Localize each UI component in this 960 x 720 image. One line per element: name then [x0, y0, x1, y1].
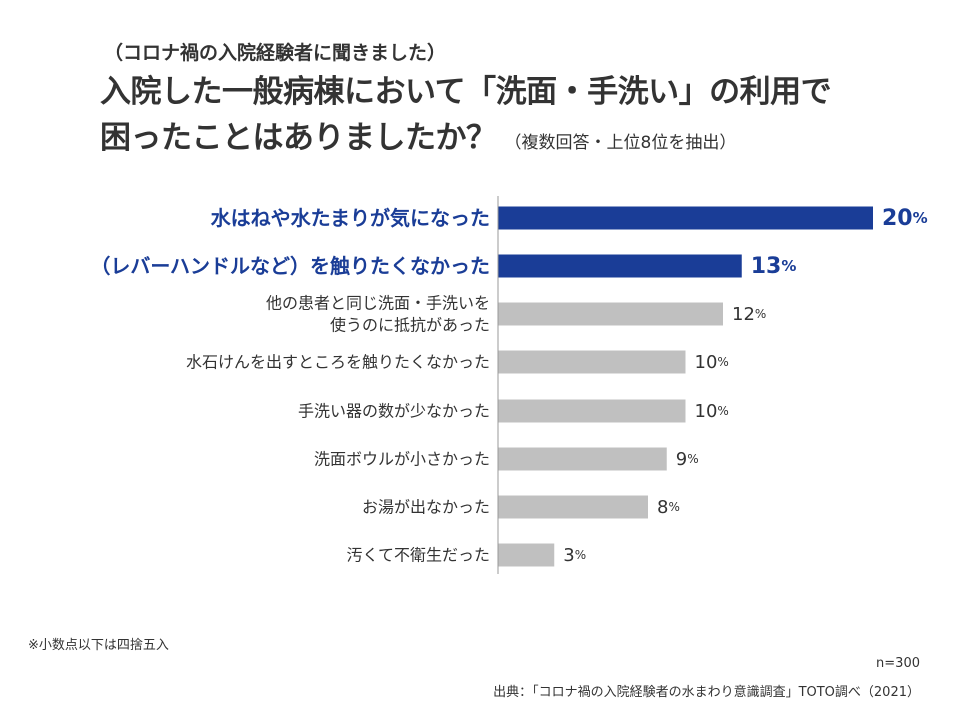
bar-3 [498, 302, 723, 326]
category-label-8: 汚くて不衛生だった [346, 546, 490, 565]
category-label-6: 洗面ボウルが小さかった [314, 450, 490, 469]
bar-6 [498, 447, 667, 471]
chart-title-note: （複数回答・上位8位を抽出） [504, 133, 737, 153]
bar-7 [498, 495, 648, 519]
value-label-4: 10% [695, 352, 729, 373]
value-label-8: 3% [563, 545, 586, 566]
value-label-6: 9% [676, 449, 699, 470]
chart-title-line2: 困ったことはありましたか？ （複数回答・上位8位を抽出） [100, 112, 736, 157]
value-label-5: 10% [695, 401, 729, 422]
category-label-4: 水石けんを出すところを触りたくなかった [186, 353, 490, 372]
bar-2 [498, 254, 742, 278]
bar-5 [498, 399, 686, 423]
sample-size: n=300 [876, 656, 920, 671]
category-label-5: 手洗い器の数が少なかった [298, 402, 490, 421]
category-label-3: 他の患者と同じ洗面・手洗いを使うのに抵抗があった [266, 294, 490, 335]
category-label-1: 水はねや水たまりが気になった [211, 206, 490, 230]
value-label-7: 8% [657, 497, 680, 518]
value-label-1: 20% [882, 206, 928, 231]
bar-8 [498, 543, 555, 567]
footnote: ※小数点以下は四捨五入 [28, 638, 169, 653]
value-label-2: 13% [751, 254, 797, 279]
chart-subtitle: （コロナ禍の入院経験者に聞きました） [104, 42, 447, 64]
value-label-3: 12% [732, 304, 766, 325]
chart-title-line2-text: 困ったことはありましたか？ [100, 120, 497, 156]
chart-title-line1: 入院した一般病棟において「洗面・手洗い」の利用で [100, 74, 832, 110]
source-note: 出典：「コロナ禍の入院経験者の水まわり意識調査」TOTO調べ（2021） [493, 685, 920, 700]
bar-4 [498, 350, 686, 374]
category-label-2: （レバーハンドルなど）を触りたくなかった [90, 254, 490, 278]
bar-1 [498, 206, 873, 230]
category-label-7: お湯が出なかった [362, 498, 490, 517]
